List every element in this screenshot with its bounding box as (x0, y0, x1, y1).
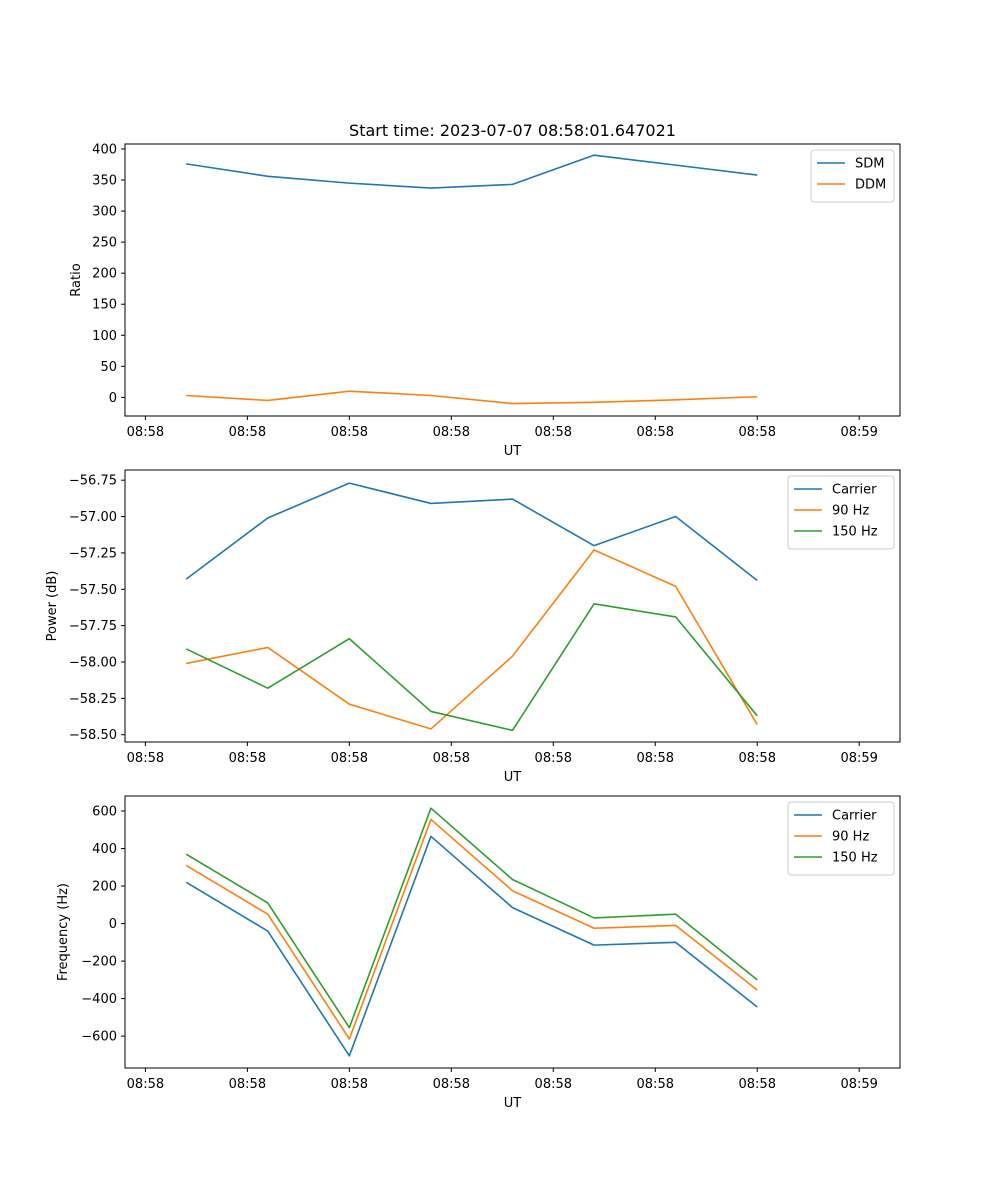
power-x-tick-label: 08:58 (535, 751, 572, 766)
power-legend-label-carrier: Carrier (832, 483, 877, 498)
frequency-legend-label-150-hz: 150 Hz (832, 851, 878, 866)
frequency-x-tick-label: 08:58 (127, 1077, 164, 1092)
frequency-x-tick-label: 08:58 (331, 1077, 368, 1092)
ratio-y-tick-label: 400 (92, 142, 117, 157)
frequency-x-tick-label: 08:58 (433, 1077, 470, 1092)
frequency-series-line-carrier (185, 835, 758, 1057)
ratio-x-tick-label: 08:58 (535, 425, 572, 440)
power-x-tick-label: 08:58 (739, 751, 776, 766)
power-x-tick-label: 08:59 (840, 751, 877, 766)
frequency-y-tick-label: −200 (81, 955, 117, 970)
power-series-line-carrier (185, 482, 758, 582)
ratio-y-tick-label: 50 (100, 360, 117, 375)
ratio-y-tick-label: 200 (92, 267, 117, 282)
ratio-x-tick-label: 08:58 (331, 425, 368, 440)
power-x-axis-label: UT (504, 770, 522, 785)
ratio-x-tick-label: 08:58 (739, 425, 776, 440)
power-legend-label-150-hz: 150 Hz (832, 525, 878, 540)
ratio-x-tick-label: 08:58 (229, 425, 266, 440)
ratio-y-tick-label: 100 (92, 329, 117, 344)
power-plot-area (124, 469, 901, 743)
power-x-tick-label: 08:58 (127, 751, 164, 766)
power-series-line-150-hz (185, 603, 758, 732)
ratio-y-axis-label: Ratio (69, 263, 84, 296)
frequency-x-tick-label: 08:59 (840, 1077, 877, 1092)
power-y-axis-label: Power (dB) (45, 571, 60, 642)
frequency-legend-label-carrier: Carrier (832, 809, 877, 824)
ratio-y-tick-label: 350 (92, 174, 117, 189)
power-y-tick-label: −57.50 (69, 583, 117, 598)
ratio-legend-label-sdm: SDM (855, 157, 884, 172)
frequency-y-tick-label: 200 (92, 880, 117, 895)
frequency-x-tick-label: 08:58 (637, 1077, 674, 1092)
ratio-plot-area (124, 143, 901, 417)
frequency-y-tick-label: 600 (92, 805, 117, 820)
ratio-panel: 08:58 08:58 08:58 08:58 08:58 08:58 08:58 08:59… (69, 142, 901, 459)
power-y-tick-label: −56.75 (69, 474, 117, 489)
ratio-y-tick-label: 150 (92, 298, 117, 313)
frequency-x-tick-label: 08:58 (535, 1077, 572, 1092)
frequency-y-tick-label: −400 (81, 992, 117, 1007)
ratio-x-axis-label: UT (504, 444, 522, 459)
frequency-series-line-90-hz (185, 818, 758, 1040)
ratio-series-line-sdm (186, 154, 758, 189)
power-y-tick-label: −57.75 (69, 619, 117, 634)
chart-title: Start time: 2023-07-07 08:58:01.647021 (349, 121, 676, 140)
frequency-x-axis-label: UT (504, 1096, 522, 1111)
ratio-x-tick-label: 08:58 (637, 425, 674, 440)
ratio-series-line-ddm (186, 390, 758, 405)
frequency-x-tick-label: 08:58 (739, 1077, 776, 1092)
frequency-y-tick-label: 400 (92, 842, 117, 857)
power-y-tick-label: −58.50 (69, 728, 117, 743)
power-y-tick-label: −57.25 (69, 546, 117, 561)
power-y-tick-label: −57.00 (69, 510, 117, 525)
ratio-y-tick-label: 250 (92, 236, 117, 251)
frequency-y-tick-label: −600 (81, 1030, 117, 1045)
ratio-y-tick-label: 300 (92, 205, 117, 220)
frequency-plot-area (124, 795, 901, 1069)
frequency-series-line-150-hz (185, 807, 758, 1029)
power-series-line-90-hz (186, 549, 758, 730)
power-panel: 08:58 08:58 08:58 08:58 08:58 08:58 08:58 08:59… (45, 469, 901, 785)
ratio-x-tick-label: 08:59 (840, 425, 877, 440)
frequency-legend-label-90-hz: 90 Hz (832, 830, 869, 845)
power-x-tick-label: 08:58 (637, 751, 674, 766)
power-x-tick-label: 08:58 (331, 751, 368, 766)
frequency-panel: 08:58 08:58 08:58 08:58 08:58 08:58 08:58 08:59… (56, 795, 901, 1111)
frequency-y-axis-label: Frequency (Hz) (56, 883, 71, 981)
ratio-x-tick-label: 08:58 (127, 425, 164, 440)
ratio-x-tick-label: 08:58 (433, 425, 470, 440)
power-legend-label-90-hz: 90 Hz (832, 504, 869, 519)
frequency-x-tick-label: 08:58 (229, 1077, 266, 1092)
frequency-y-tick-label: 0 (109, 917, 117, 932)
ratio-y-tick-label: 0 (109, 391, 117, 406)
power-x-tick-label: 08:58 (433, 751, 470, 766)
power-y-tick-label: −58.00 (69, 656, 117, 671)
power-y-tick-label: −58.25 (69, 692, 117, 707)
power-x-tick-label: 08:58 (229, 751, 266, 766)
ratio-legend-label-ddm: DDM (855, 178, 886, 193)
